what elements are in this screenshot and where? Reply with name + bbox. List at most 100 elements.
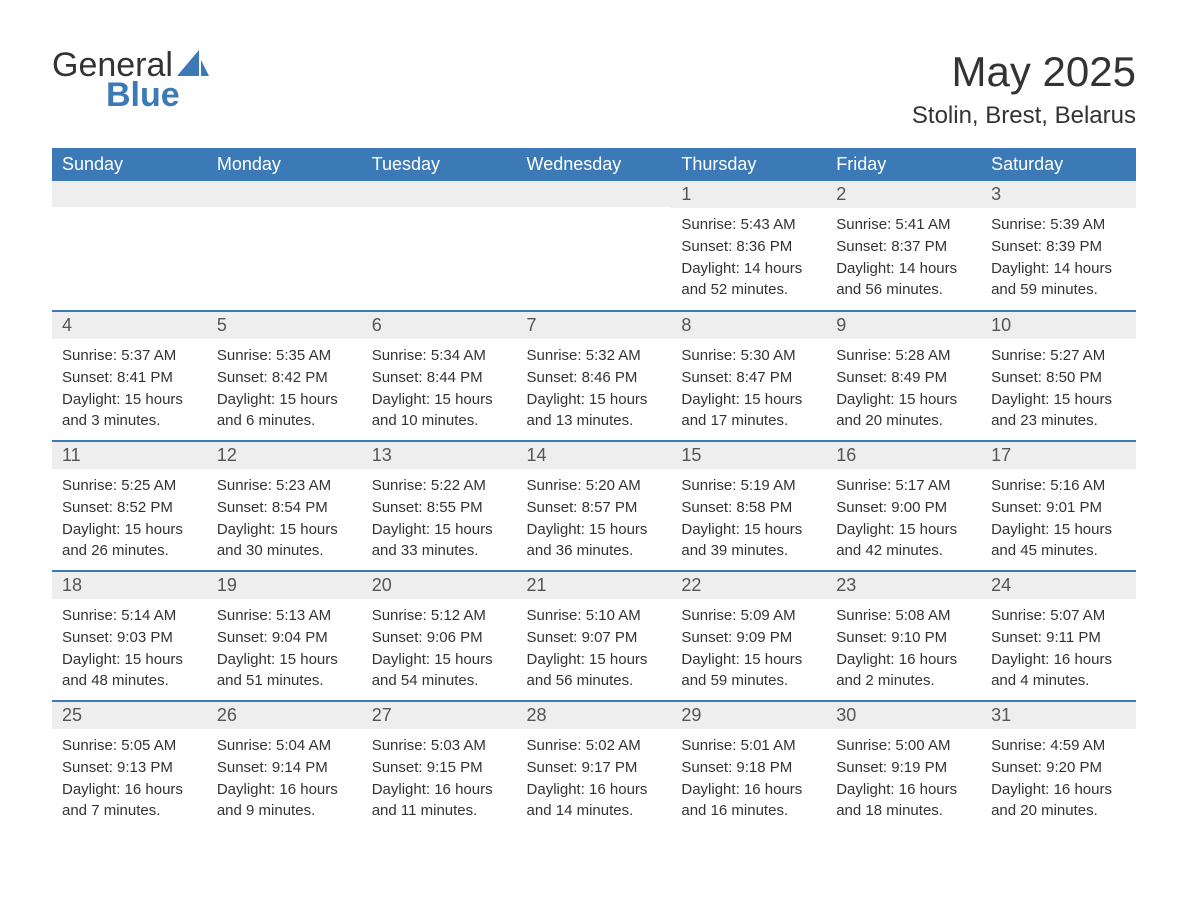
day-details: Sunrise: 5:07 AMSunset: 9:11 PMDaylight:… (981, 599, 1136, 700)
day-sunrise: Sunrise: 5:34 AM (372, 345, 507, 367)
calendar-day-cell: 19Sunrise: 5:13 AMSunset: 9:04 PMDayligh… (207, 571, 362, 701)
day-details: Sunrise: 5:01 AMSunset: 9:18 PMDaylight:… (671, 729, 826, 830)
day-number: 5 (207, 312, 362, 339)
calendar-day-cell: 28Sunrise: 5:02 AMSunset: 9:17 PMDayligh… (517, 701, 672, 831)
day-details: Sunrise: 5:03 AMSunset: 9:15 PMDaylight:… (362, 729, 517, 830)
day-number: 3 (981, 181, 1136, 208)
day-sunrise: Sunrise: 5:07 AM (991, 605, 1126, 627)
day-details: Sunrise: 5:08 AMSunset: 9:10 PMDaylight:… (826, 599, 981, 700)
day-header: Thursday (671, 148, 826, 181)
day-daylight1: Daylight: 14 hours (991, 258, 1126, 280)
calendar-day-cell: 18Sunrise: 5:14 AMSunset: 9:03 PMDayligh… (52, 571, 207, 701)
day-daylight2: and 2 minutes. (836, 670, 971, 692)
day-details: Sunrise: 5:32 AMSunset: 8:46 PMDaylight:… (517, 339, 672, 440)
day-daylight2: and 20 minutes. (836, 410, 971, 432)
day-details: Sunrise: 5:16 AMSunset: 9:01 PMDaylight:… (981, 469, 1136, 570)
day-number: 14 (517, 442, 672, 469)
day-details: Sunrise: 5:19 AMSunset: 8:58 PMDaylight:… (671, 469, 826, 570)
day-sunrise: Sunrise: 5:37 AM (62, 345, 197, 367)
day-details: Sunrise: 5:41 AMSunset: 8:37 PMDaylight:… (826, 208, 981, 309)
day-sunrise: Sunrise: 5:17 AM (836, 475, 971, 497)
day-daylight2: and 33 minutes. (372, 540, 507, 562)
day-number: 10 (981, 312, 1136, 339)
day-header-row: Sunday Monday Tuesday Wednesday Thursday… (52, 148, 1136, 181)
day-daylight1: Daylight: 15 hours (62, 649, 197, 671)
day-sunset: Sunset: 9:11 PM (991, 627, 1126, 649)
day-details: Sunrise: 5:00 AMSunset: 9:19 PMDaylight:… (826, 729, 981, 830)
day-sunrise: Sunrise: 5:35 AM (217, 345, 352, 367)
day-sunrise: Sunrise: 5:03 AM (372, 735, 507, 757)
day-details: Sunrise: 5:12 AMSunset: 9:06 PMDaylight:… (362, 599, 517, 700)
header: General Blue May 2025 Stolin, Brest, Bel… (52, 48, 1136, 130)
day-daylight2: and 52 minutes. (681, 279, 816, 301)
day-sunset: Sunset: 9:10 PM (836, 627, 971, 649)
day-daylight2: and 16 minutes. (681, 800, 816, 822)
calendar-day-cell: 14Sunrise: 5:20 AMSunset: 8:57 PMDayligh… (517, 441, 672, 571)
day-sunrise: Sunrise: 5:08 AM (836, 605, 971, 627)
day-sunrise: Sunrise: 5:02 AM (527, 735, 662, 757)
day-daylight1: Daylight: 16 hours (991, 649, 1126, 671)
calendar-body: 1Sunrise: 5:43 AMSunset: 8:36 PMDaylight… (52, 181, 1136, 831)
day-daylight2: and 56 minutes. (836, 279, 971, 301)
day-sunrise: Sunrise: 5:12 AM (372, 605, 507, 627)
calendar-day-cell: 10Sunrise: 5:27 AMSunset: 8:50 PMDayligh… (981, 311, 1136, 441)
day-number: 25 (52, 702, 207, 729)
day-details: Sunrise: 5:28 AMSunset: 8:49 PMDaylight:… (826, 339, 981, 440)
day-sunrise: Sunrise: 5:23 AM (217, 475, 352, 497)
calendar-day-cell: 5Sunrise: 5:35 AMSunset: 8:42 PMDaylight… (207, 311, 362, 441)
logo-text-blue: Blue (106, 78, 209, 112)
day-sunset: Sunset: 8:58 PM (681, 497, 816, 519)
day-daylight2: and 11 minutes. (372, 800, 507, 822)
calendar-day-cell: 22Sunrise: 5:09 AMSunset: 9:09 PMDayligh… (671, 571, 826, 701)
day-sunset: Sunset: 8:57 PM (527, 497, 662, 519)
calendar-day-cell (207, 181, 362, 311)
day-daylight1: Daylight: 16 hours (217, 779, 352, 801)
day-daylight1: Daylight: 15 hours (372, 519, 507, 541)
calendar-day-cell: 15Sunrise: 5:19 AMSunset: 8:58 PMDayligh… (671, 441, 826, 571)
day-sunrise: Sunrise: 5:41 AM (836, 214, 971, 236)
day-number: 31 (981, 702, 1136, 729)
day-number: 8 (671, 312, 826, 339)
day-sunrise: Sunrise: 5:14 AM (62, 605, 197, 627)
day-sunset: Sunset: 9:04 PM (217, 627, 352, 649)
day-details (362, 207, 517, 221)
day-daylight2: and 26 minutes. (62, 540, 197, 562)
day-daylight2: and 36 minutes. (527, 540, 662, 562)
day-sunset: Sunset: 9:03 PM (62, 627, 197, 649)
day-daylight1: Daylight: 16 hours (372, 779, 507, 801)
day-details: Sunrise: 5:09 AMSunset: 9:09 PMDaylight:… (671, 599, 826, 700)
day-details: Sunrise: 5:30 AMSunset: 8:47 PMDaylight:… (671, 339, 826, 440)
day-sunset: Sunset: 9:01 PM (991, 497, 1126, 519)
day-number: 11 (52, 442, 207, 469)
calendar-day-cell: 3Sunrise: 5:39 AMSunset: 8:39 PMDaylight… (981, 181, 1136, 311)
day-details: Sunrise: 5:04 AMSunset: 9:14 PMDaylight:… (207, 729, 362, 830)
calendar-day-cell (52, 181, 207, 311)
day-number: 20 (362, 572, 517, 599)
day-details: Sunrise: 5:35 AMSunset: 8:42 PMDaylight:… (207, 339, 362, 440)
calendar-day-cell: 26Sunrise: 5:04 AMSunset: 9:14 PMDayligh… (207, 701, 362, 831)
calendar-week-row: 18Sunrise: 5:14 AMSunset: 9:03 PMDayligh… (52, 571, 1136, 701)
day-daylight2: and 10 minutes. (372, 410, 507, 432)
day-details: Sunrise: 5:37 AMSunset: 8:41 PMDaylight:… (52, 339, 207, 440)
calendar-day-cell: 16Sunrise: 5:17 AMSunset: 9:00 PMDayligh… (826, 441, 981, 571)
day-number: 4 (52, 312, 207, 339)
day-sunrise: Sunrise: 5:32 AM (527, 345, 662, 367)
day-details (207, 207, 362, 221)
day-daylight1: Daylight: 16 hours (836, 779, 971, 801)
day-details: Sunrise: 5:22 AMSunset: 8:55 PMDaylight:… (362, 469, 517, 570)
day-daylight2: and 23 minutes. (991, 410, 1126, 432)
day-daylight1: Daylight: 15 hours (836, 389, 971, 411)
day-daylight1: Daylight: 15 hours (372, 649, 507, 671)
calendar-day-cell: 13Sunrise: 5:22 AMSunset: 8:55 PMDayligh… (362, 441, 517, 571)
day-daylight2: and 3 minutes. (62, 410, 197, 432)
day-details: Sunrise: 5:14 AMSunset: 9:03 PMDaylight:… (52, 599, 207, 700)
day-daylight1: Daylight: 15 hours (527, 519, 662, 541)
calendar-table: Sunday Monday Tuesday Wednesday Thursday… (52, 148, 1136, 831)
day-sunset: Sunset: 9:09 PM (681, 627, 816, 649)
day-sunset: Sunset: 8:42 PM (217, 367, 352, 389)
day-sunrise: Sunrise: 5:28 AM (836, 345, 971, 367)
day-sunset: Sunset: 9:00 PM (836, 497, 971, 519)
day-number: 27 (362, 702, 517, 729)
day-sunrise: Sunrise: 5:39 AM (991, 214, 1126, 236)
day-sunrise: Sunrise: 5:13 AM (217, 605, 352, 627)
